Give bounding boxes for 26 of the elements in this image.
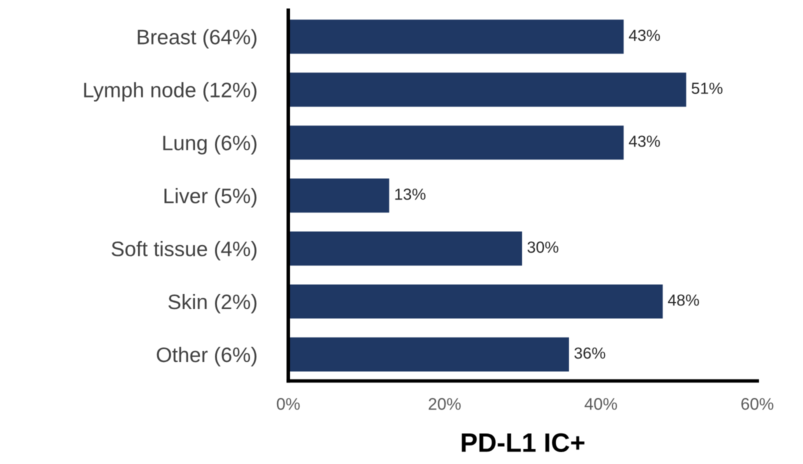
data-label: 30% <box>528 242 558 253</box>
x-axis-title: PD-L1 IC+ <box>462 433 584 452</box>
x-tick-label: 0% <box>276 398 300 410</box>
y-tick-label: Lymph node (12%) <box>84 82 256 102</box>
bar <box>288 124 626 162</box>
bar <box>288 283 664 320</box>
x-tick-label: 60% <box>741 398 774 410</box>
data-label: 48% <box>668 294 700 306</box>
bar <box>288 230 524 267</box>
bar <box>288 336 570 373</box>
y-tick-label: Liver (5%) <box>164 188 256 208</box>
y-tick-label: Other (6%) <box>156 346 256 366</box>
y-tick-label: Soft tissue (4%) <box>112 240 256 260</box>
data-label: 36% <box>574 347 606 359</box>
y-tick-label: Breast (64%) <box>138 29 256 49</box>
bar <box>288 18 626 56</box>
data-label: 13% <box>395 188 426 200</box>
bar <box>288 177 391 214</box>
data-label: 43% <box>628 136 660 147</box>
y-tick-label: Skin (2%) <box>168 294 256 314</box>
bar <box>288 71 688 108</box>
x-tick-label: 40% <box>584 398 617 410</box>
x-tick-label: 20% <box>428 398 461 410</box>
data-label: 43% <box>628 30 660 41</box>
data-label: 51% <box>692 82 722 94</box>
y-tick-label: Lung (6%) <box>163 135 256 154</box>
